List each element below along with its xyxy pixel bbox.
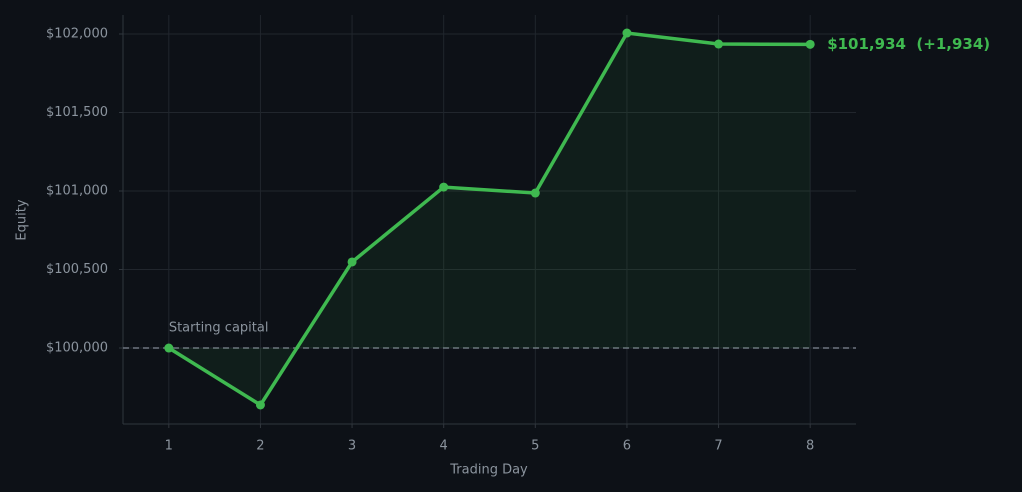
y-tick-label: $102,000 xyxy=(46,26,108,41)
point xyxy=(439,182,449,192)
y-tick-label: $101,500 xyxy=(46,105,108,120)
x-tick-label: 5 xyxy=(531,439,539,454)
point xyxy=(255,400,265,410)
point xyxy=(530,188,540,198)
x-tick-label: 3 xyxy=(348,439,356,454)
area-fill xyxy=(168,33,811,406)
x-tick-label: 4 xyxy=(440,439,448,454)
point xyxy=(805,39,815,49)
point xyxy=(622,28,632,38)
reference-label: Starting capital xyxy=(169,321,269,336)
end-label: $101,934 (+1,934) xyxy=(827,35,990,53)
x-tick-label: 2 xyxy=(256,439,264,454)
y-axis-label: Equity xyxy=(15,199,30,240)
point xyxy=(714,39,724,49)
point xyxy=(347,257,357,267)
x-axis-label: Trading Day xyxy=(449,463,528,478)
y-tick-label: $100,500 xyxy=(46,262,108,277)
y-tick-label: $101,000 xyxy=(46,184,108,199)
line xyxy=(167,31,811,407)
point xyxy=(164,343,174,353)
x-tick-label: 6 xyxy=(623,439,631,454)
y-tick-label: $100,000 xyxy=(46,341,108,356)
x-tick-label: 1 xyxy=(165,439,173,454)
x-tick-label: 8 xyxy=(806,439,814,454)
x-tick-label: 7 xyxy=(714,439,722,454)
